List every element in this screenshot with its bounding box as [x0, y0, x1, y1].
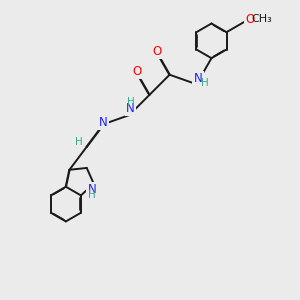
Text: O: O: [245, 13, 255, 26]
Text: H: H: [127, 98, 135, 107]
Text: O: O: [132, 65, 141, 78]
Text: H: H: [75, 137, 83, 147]
Text: O: O: [152, 45, 161, 58]
Text: N: N: [99, 116, 108, 129]
Text: H: H: [88, 190, 96, 200]
Text: N: N: [88, 183, 96, 196]
Text: N: N: [194, 72, 202, 85]
Text: H: H: [201, 78, 209, 88]
Text: CH₃: CH₃: [252, 14, 272, 24]
Text: N: N: [126, 102, 135, 115]
